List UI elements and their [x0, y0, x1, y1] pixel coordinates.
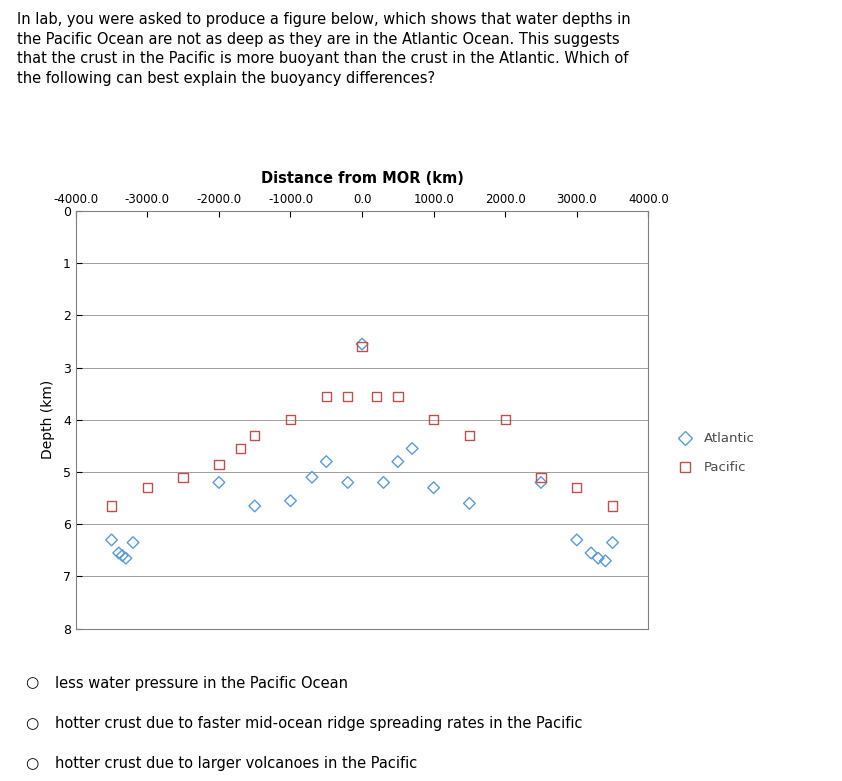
- Point: [535, 476, 548, 489]
- Point: [377, 476, 391, 489]
- Point: [284, 494, 297, 507]
- Point: [126, 537, 140, 549]
- Point: [570, 533, 584, 546]
- X-axis label: Distance from MOR (km): Distance from MOR (km): [261, 171, 463, 187]
- Point: [341, 476, 354, 489]
- Point: [498, 414, 512, 426]
- Point: [112, 547, 125, 559]
- Point: [535, 471, 548, 483]
- Point: [120, 552, 133, 565]
- Point: [105, 500, 119, 512]
- Point: [355, 341, 369, 353]
- Point: [177, 471, 190, 483]
- Text: hotter crust due to faster mid-ocean ridge spreading rates in the Pacific: hotter crust due to faster mid-ocean rid…: [55, 716, 582, 731]
- Text: hotter crust due to larger volcanoes in the Pacific: hotter crust due to larger volcanoes in …: [55, 756, 417, 771]
- Point: [234, 442, 248, 455]
- Point: [141, 481, 154, 494]
- Point: [463, 430, 477, 442]
- Point: [392, 390, 405, 402]
- Y-axis label: Depth (km): Depth (km): [40, 380, 55, 459]
- Point: [284, 414, 297, 426]
- Text: ○: ○: [25, 676, 39, 690]
- Point: [427, 414, 440, 426]
- Point: [392, 455, 405, 468]
- Point: [341, 390, 354, 402]
- Point: [370, 390, 383, 402]
- Legend: Atlantic, Pacific: Atlantic, Pacific: [672, 433, 754, 474]
- Point: [406, 442, 419, 455]
- Point: [355, 338, 369, 351]
- Point: [606, 500, 620, 512]
- Point: [248, 500, 262, 512]
- Point: [427, 481, 440, 494]
- Text: less water pressure in the Pacific Ocean: less water pressure in the Pacific Ocean: [55, 676, 348, 690]
- Point: [212, 458, 226, 470]
- Point: [606, 537, 620, 549]
- Point: [115, 549, 129, 562]
- Text: ○: ○: [25, 716, 39, 731]
- Point: [306, 471, 319, 483]
- Point: [248, 430, 262, 442]
- Point: [320, 390, 333, 402]
- Point: [212, 476, 226, 489]
- Point: [592, 552, 605, 565]
- Point: [105, 533, 119, 546]
- Point: [320, 455, 333, 468]
- Point: [463, 497, 477, 509]
- Text: In lab, you were asked to produce a figure below, which shows that water depths : In lab, you were asked to produce a figu…: [17, 12, 631, 86]
- Point: [599, 555, 612, 567]
- Point: [570, 481, 584, 494]
- Text: ○: ○: [25, 756, 39, 771]
- Point: [584, 547, 598, 559]
